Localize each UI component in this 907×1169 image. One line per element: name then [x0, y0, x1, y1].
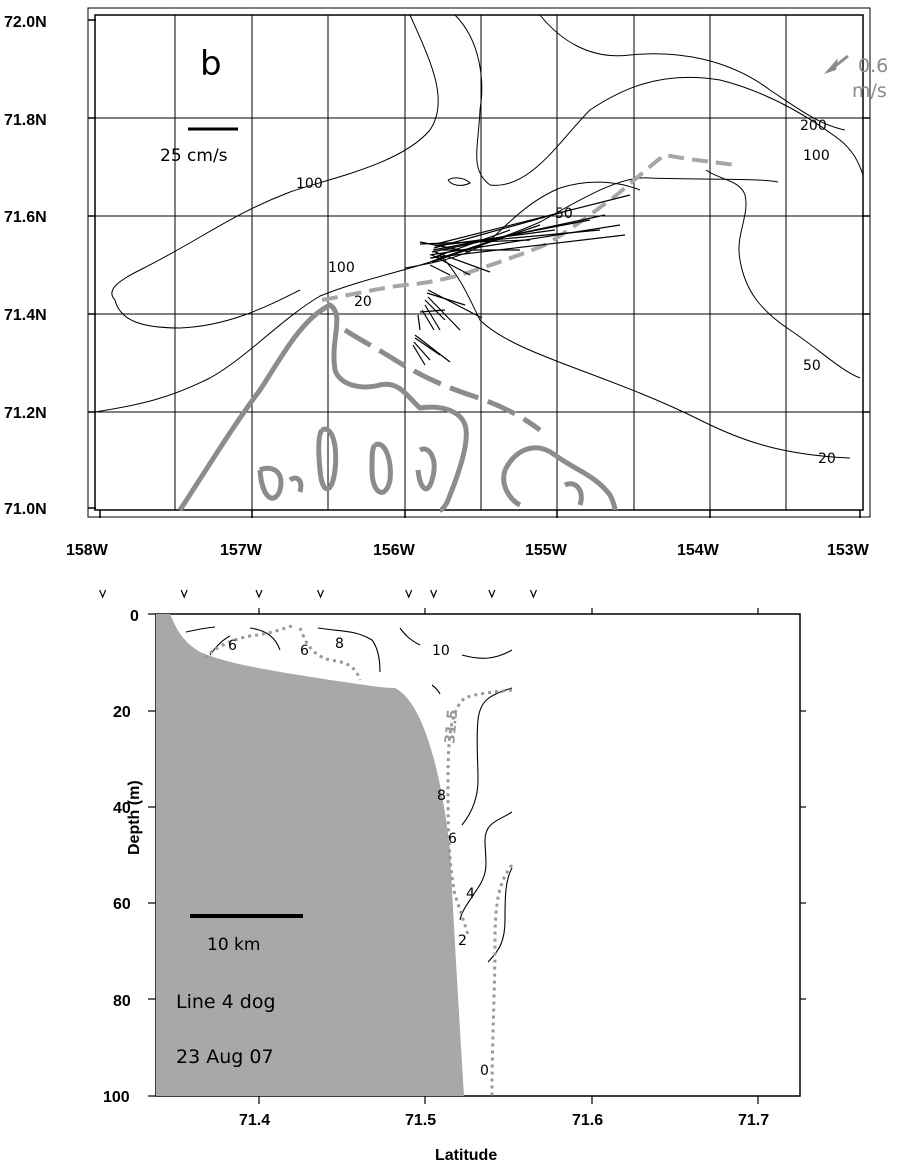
contour-label: 50 [803, 358, 821, 374]
station-markers [99, 589, 538, 599]
y-tick-label: 71.4N [4, 307, 47, 324]
contour-label: 2 [458, 933, 467, 949]
salinity-contours [203, 623, 514, 1097]
date-label: 23 Aug 07 [176, 1046, 274, 1068]
x-axis-label: Latitude [435, 1147, 497, 1164]
station-marker-icon [430, 589, 438, 599]
y-tick-label: 72.0N [4, 14, 47, 31]
contour-label: 8 [335, 636, 344, 652]
map-x-ticks: 158W 157W 156W 155W 154W 153W [66, 542, 870, 559]
map-y-ticks: 72.0N 71.8N 71.6N 71.4N 71.2N 71.0N [4, 14, 47, 518]
contour-label: 8 [437, 788, 446, 804]
contour-label: 6 [228, 638, 237, 654]
contour-label: 100 [803, 148, 830, 164]
contour-label: 6 [300, 643, 309, 659]
coastline [177, 302, 618, 513]
station-marker-icon [488, 589, 496, 599]
y-tick-label: 80 [113, 993, 131, 1010]
reference-arrow-unit: m/s [852, 80, 887, 102]
x-tick-label: 156W [373, 542, 416, 559]
map-outer-frame [87, 7, 871, 518]
station-marker-icon [99, 589, 107, 599]
y-tick-label: 71.8N [4, 112, 47, 129]
y-tick-label: 71.6N [4, 209, 47, 226]
x-tick-label: 153W [827, 542, 870, 559]
map-ticks [88, 19, 870, 518]
map-panel: 100 100 100 200 50 50 20 20 [4, 7, 888, 559]
bathymetry-contours [94, 14, 864, 459]
y-tick-label: 71.2N [4, 405, 47, 422]
contour-label: 4 [466, 886, 475, 902]
scale-label: 25 cm/s [160, 146, 228, 166]
contour-label: 100 [328, 260, 355, 276]
temperature-contours [185, 626, 513, 963]
contour-label: 200 [800, 118, 827, 134]
station-marker-icon [529, 589, 538, 599]
line-label: Line 4 dog [176, 991, 276, 1013]
contour-label: 6 [448, 831, 457, 847]
station-marker-icon [316, 589, 325, 599]
x-tick-label: 155W [525, 542, 568, 559]
section-y-ticks: 0 20 40 60 80 100 [103, 608, 139, 1106]
y-tick-label: 71.0N [4, 501, 47, 518]
coastline-dashed [343, 327, 542, 433]
seafloor-fill [156, 614, 464, 1096]
contour-label: 10 [432, 643, 450, 659]
contour-label: 0 [480, 1063, 489, 1079]
y-tick-label: 60 [113, 896, 131, 913]
y-tick-label: 20 [113, 704, 131, 721]
x-tick-label: 154W [677, 542, 720, 559]
x-tick-label: 157W [220, 542, 263, 559]
contour-label: 100 [296, 176, 323, 192]
x-tick-label: 71.5 [405, 1112, 436, 1129]
contour-label: 20 [818, 451, 836, 467]
y-tick-label: 0 [130, 608, 139, 625]
station-marker-icon [255, 589, 263, 599]
map-frame [94, 14, 864, 511]
y-tick-label: 40 [113, 800, 131, 817]
x-tick-label: 71.4 [239, 1112, 270, 1129]
scale-label: 10 km [207, 935, 260, 955]
section-ticks [148, 608, 806, 1104]
y-tick-label: 100 [103, 1089, 130, 1106]
reference-arrow-icon [824, 54, 849, 74]
x-tick-label: 158W [66, 542, 109, 559]
x-tick-label: 71.6 [572, 1112, 603, 1129]
station-marker-icon [180, 589, 188, 599]
station-marker-icon [405, 589, 413, 599]
section-panel: 6 6 8 10 31.5 8 6 4 2 0 10 km Line 4 dog… [99, 589, 806, 1164]
contour-label: 20 [354, 294, 372, 310]
current-vectors [412, 194, 631, 366]
salinity-label: 31.5 [442, 709, 461, 745]
y-axis-label: Depth (m) [126, 780, 143, 855]
section-x-ticks: 71.4 71.5 71.6 71.7 [239, 1112, 769, 1129]
x-tick-label: 71.7 [738, 1112, 769, 1129]
panel-label: b [200, 44, 222, 84]
reference-arrow-value: 0.6 [858, 55, 888, 77]
